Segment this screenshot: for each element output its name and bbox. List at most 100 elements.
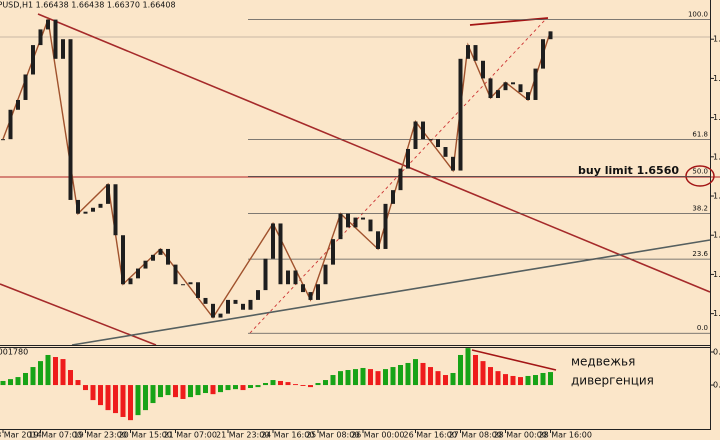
histogram-bar	[413, 359, 418, 386]
histogram-bar	[533, 375, 538, 386]
histogram-bar	[435, 371, 441, 386]
histogram-bar	[263, 383, 268, 386]
candle	[136, 268, 140, 279]
candle	[406, 148, 410, 169]
histogram-bar	[548, 372, 553, 386]
x-tick-label: 18 Mar 2014	[0, 431, 42, 440]
histogram-bar	[420, 362, 426, 386]
histogram-bar	[488, 367, 493, 386]
candle	[361, 217, 365, 220]
candle	[158, 248, 163, 255]
candle	[548, 31, 553, 40]
y-tick-label: 1.6550	[713, 192, 720, 201]
candle	[23, 74, 28, 100]
candle	[278, 223, 283, 285]
candle	[308, 292, 313, 300]
candle	[31, 45, 35, 75]
candle	[8, 109, 13, 140]
histogram-bar	[8, 379, 13, 386]
candle	[541, 39, 545, 69]
histogram-bar	[128, 385, 133, 421]
candle	[398, 168, 403, 191]
candle	[226, 299, 230, 314]
y-tick-label: 1.6490	[713, 309, 720, 318]
histogram-bar	[345, 370, 351, 386]
trend-line	[37, 13, 711, 293]
fib-label: 0.0	[697, 324, 708, 332]
histogram-bar	[375, 371, 381, 386]
candle	[391, 190, 395, 204]
fib-label: 23.6	[692, 250, 708, 258]
y-tick-label: 1.6570	[713, 152, 720, 161]
histogram-bar	[255, 385, 261, 388]
annotation: медвежья	[571, 355, 635, 369]
candle	[353, 217, 358, 228]
histogram-bar	[113, 385, 118, 414]
candle	[436, 139, 440, 148]
histogram-bar	[315, 383, 321, 386]
histogram-bar	[458, 354, 463, 386]
histogram-bar	[278, 380, 283, 386]
candle	[256, 290, 260, 300]
histogram-bar	[90, 385, 96, 401]
candle	[121, 235, 125, 285]
divergence-line	[469, 17, 549, 26]
candle	[428, 139, 433, 141]
indicator-label: 0.001780	[0, 348, 28, 357]
x-tick-label: 19 Mar 23:00	[74, 431, 127, 440]
histogram-bar	[360, 367, 366, 386]
y-tick-label: 1.6630	[713, 35, 720, 44]
candle	[16, 99, 20, 110]
x-tick-label: 26 Mar 00:00	[351, 431, 404, 440]
candle	[368, 219, 373, 232]
histogram-bar	[30, 367, 36, 386]
annotation: дивергенция	[571, 374, 654, 388]
histogram-bar	[210, 385, 216, 395]
zigzag-line	[2, 16, 552, 319]
candle	[331, 239, 335, 265]
candle	[166, 248, 170, 265]
histogram-bar	[150, 385, 156, 404]
candle	[383, 203, 388, 249]
histogram-bar	[285, 382, 291, 386]
candle	[91, 207, 95, 212]
candle	[533, 68, 538, 100]
candle	[466, 45, 470, 59]
histogram-bar	[270, 380, 276, 386]
histogram-bar	[180, 385, 186, 399]
histogram-bar	[473, 354, 478, 386]
candle	[271, 223, 275, 259]
histogram-bar	[225, 385, 231, 391]
trend-line	[71, 239, 711, 346]
fib-label: 50.0	[692, 167, 708, 175]
histogram-bar	[525, 375, 531, 386]
chart-title: BPUSD,H1 1.66438 1.66438 1.66370 1.66408	[0, 1, 176, 10]
histogram-bar	[353, 369, 358, 386]
histogram-bar	[218, 385, 223, 393]
histogram-bar	[53, 357, 58, 386]
histogram-bar	[105, 385, 111, 411]
fib-label: 61.8	[692, 130, 708, 138]
fib-label: 100.0	[688, 11, 708, 19]
x-tick-label: 27 Mar 08:00	[449, 431, 502, 440]
histogram-bar	[510, 375, 516, 386]
candle	[473, 45, 478, 61]
x-tick-label: 28 Mar 00:00	[494, 431, 547, 440]
candle	[293, 270, 298, 285]
x-tick-label: 28 Mar 16:00	[539, 431, 592, 440]
candle	[196, 282, 200, 298]
histogram-bar	[390, 367, 396, 386]
candle	[488, 78, 493, 99]
histogram-bar	[143, 385, 148, 411]
x-tick-label: 21 Mar 07:00	[164, 431, 217, 440]
histogram-bar	[203, 385, 208, 394]
histogram-bar	[293, 384, 298, 386]
histogram-bar	[480, 361, 486, 386]
histogram-bar	[450, 372, 456, 386]
candle	[233, 299, 238, 304]
indicator-tick-label: 0.0	[713, 348, 720, 357]
candle	[421, 121, 425, 140]
histogram-bar	[443, 375, 448, 386]
